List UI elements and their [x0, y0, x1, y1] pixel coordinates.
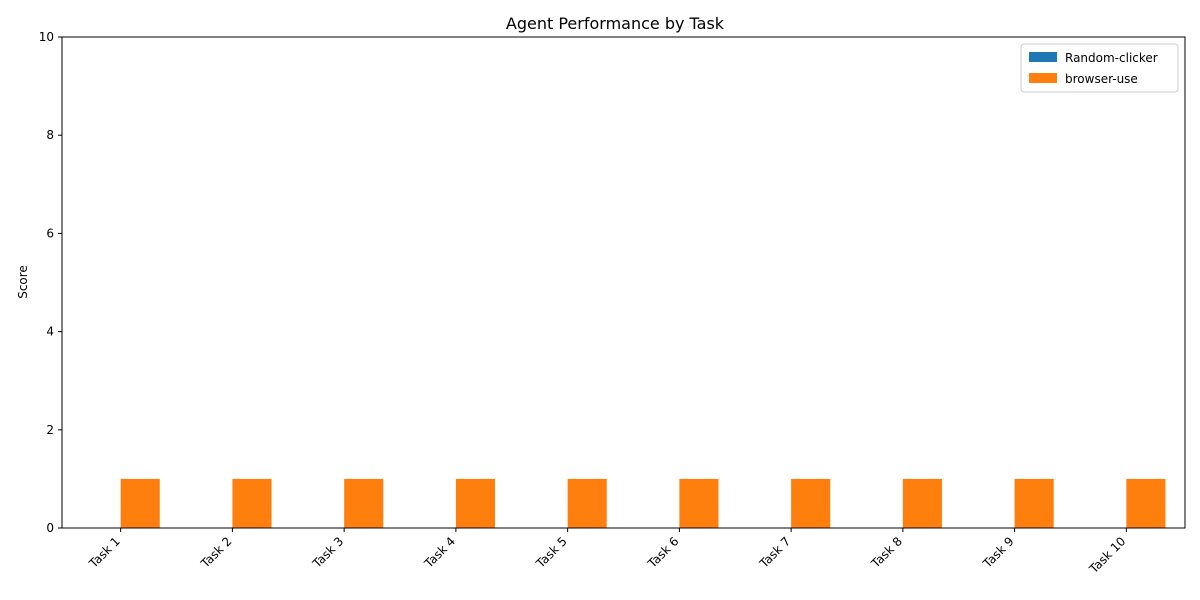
bars-layer — [120, 478, 1166, 528]
bar-browser-use-3 — [344, 478, 384, 528]
legend-swatch-random-clicker — [1029, 52, 1057, 62]
y-tick-label: 4 — [46, 325, 54, 339]
x-tick-label: Task 2 — [198, 534, 235, 571]
y-tick-label: 0 — [46, 521, 54, 535]
legend-box — [1020, 43, 1179, 93]
bar-browser-use-10 — [1126, 478, 1166, 528]
x-tick-label: Task 9 — [980, 534, 1017, 571]
bar-browser-use-5 — [567, 478, 607, 528]
x-tick-label: Task 8 — [868, 534, 905, 571]
bar-browser-use-2 — [232, 478, 272, 528]
bar-browser-use-7 — [791, 478, 831, 528]
legend-swatch-browser-use — [1029, 73, 1057, 83]
y-axis-label: Score — [16, 265, 30, 299]
y-tick-label: 2 — [46, 423, 54, 437]
x-tick-label: Task 5 — [533, 534, 570, 571]
x-tick-label: Task 3 — [309, 534, 346, 571]
y-tick-label: 10 — [39, 30, 54, 44]
y-tick-label: 8 — [46, 128, 54, 142]
x-tick-label: Task 6 — [644, 534, 681, 571]
bar-browser-use-9 — [1014, 478, 1054, 528]
chart-title: Agent Performance by Task — [506, 14, 725, 33]
y-tick-label: 6 — [46, 226, 54, 240]
plot-frame — [61, 36, 1186, 529]
x-tick-label: Task 10 — [1086, 534, 1128, 576]
bar-browser-use-1 — [120, 478, 160, 528]
axes-layer: 0 2 4 6 8 10 Task 1 Task 2 Task 3 Task 4 Task 5 Tas… — [39, 30, 1186, 577]
bar-browser-use-6 — [679, 478, 719, 528]
legend: Random-clicker browser-use — [1020, 43, 1179, 93]
legend-label-browser-use: browser-use — [1065, 72, 1138, 86]
x-tick-label: Task 4 — [421, 534, 458, 571]
bar-browser-use-8 — [902, 478, 942, 528]
x-tick-label: Task 1 — [86, 534, 123, 571]
x-tick-label: Task 7 — [756, 534, 793, 571]
bar-browser-use-4 — [455, 478, 495, 528]
legend-label-random-clicker: Random-clicker — [1065, 51, 1158, 65]
